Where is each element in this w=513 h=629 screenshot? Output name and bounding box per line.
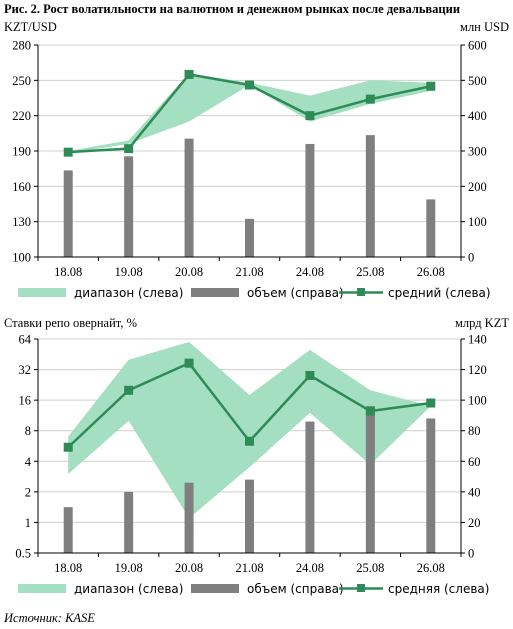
left-tick-label: 4: [25, 455, 32, 469]
left-tick-label: 100: [12, 251, 31, 265]
average-marker: [184, 69, 194, 79]
right-tick-label: 400: [468, 109, 487, 123]
x-tick-label: 19.08: [115, 265, 143, 279]
left-tick-label: 8: [25, 424, 31, 438]
left-tick-label: 0.5: [15, 547, 31, 561]
x-tick-label: 26.08: [417, 265, 445, 279]
volume-bar: [63, 170, 73, 257]
right-tick-label: 100: [468, 394, 487, 408]
x-tick-label: 25.08: [356, 265, 384, 279]
right-tick-label: 140: [468, 333, 487, 347]
average-marker: [305, 370, 315, 380]
left-tick-label: 32: [19, 363, 32, 377]
left-tick-label: 16: [19, 394, 32, 408]
x-tick-label: 19.08: [115, 561, 143, 575]
average-marker: [63, 442, 73, 452]
right-tick-label: 300: [468, 145, 487, 159]
x-tick-label: 20.08: [175, 265, 203, 279]
right-tick-label: 20: [468, 516, 481, 530]
x-tick-label: 24.08: [296, 561, 324, 575]
left-tick-label: 1: [25, 516, 31, 530]
legend-label-average: средний (слева): [388, 286, 491, 300]
x-tick-label: 21.08: [235, 265, 263, 279]
right-tick-label: 0: [468, 547, 474, 561]
volume-bar: [184, 138, 194, 257]
x-tick-label: 26.08: [417, 561, 445, 575]
figure-title: Рис. 2. Рост волатильности на валютном и…: [4, 2, 461, 16]
chart-repo-rates: 0.5 1 2 4 8 16 32 64 0 20 40 60 80 100 120 140 18.08 19.0…: [4, 316, 509, 596]
left-axis-label: KZT/USD: [4, 20, 57, 34]
volume-bar: [426, 418, 436, 553]
range-band: [68, 73, 431, 154]
right-tick-label: 100: [468, 215, 487, 229]
range-band: [68, 341, 431, 519]
average-marker: [245, 80, 254, 90]
left-tick-label: 250: [12, 74, 31, 88]
volume-bar: [124, 156, 134, 257]
left-tick-label: 2: [25, 485, 31, 499]
average-marker: [124, 144, 134, 154]
left-tick-label: 130: [12, 215, 31, 229]
average-marker: [63, 147, 73, 157]
legend-label-volume: объем (справа): [247, 286, 344, 300]
x-tick-label: 21.08: [235, 561, 263, 575]
right-tick-label: 60: [468, 455, 481, 469]
right-tick-label: 500: [468, 74, 487, 88]
x-tick-label: 18.08: [54, 265, 82, 279]
left-tick-label: 64: [19, 333, 32, 347]
average-marker: [426, 398, 436, 408]
volume-bar: [245, 218, 254, 257]
right-axis-label: млн USD: [460, 20, 509, 34]
volume-bar: [63, 507, 73, 553]
left-tick-label: 190: [12, 145, 31, 159]
left-tick-label: 160: [12, 180, 31, 194]
right-tick-label: 0: [468, 251, 474, 265]
source-note: Источник: KASE: [4, 611, 95, 625]
right-axis-label: млрд KZT: [455, 316, 509, 330]
x-tick-label: 18.08: [54, 561, 82, 575]
legend-swatch-volume: [191, 584, 239, 593]
legend-swatch-range: [18, 584, 66, 593]
right-tick-label: 600: [468, 39, 487, 53]
x-tick-label: 24.08: [296, 265, 324, 279]
right-tick-label: 200: [468, 180, 487, 194]
right-tick-label: 40: [468, 485, 481, 499]
volume-bar: [426, 199, 436, 257]
average-marker: [245, 436, 254, 446]
volume-bar: [305, 421, 315, 553]
legend-swatch-range: [18, 288, 66, 297]
left-tick-label: 280: [12, 39, 31, 53]
legend-label-volume: объем (справа): [247, 582, 344, 596]
legend-label-range: диапазон (слева): [74, 286, 183, 300]
x-tick-label: 25.08: [356, 561, 384, 575]
volume-bar: [305, 143, 315, 257]
right-tick-label: 80: [468, 424, 481, 438]
average-marker: [365, 94, 375, 104]
chart-exchange-rate: 100 130 160 190 220 250 280 0 100 200 300 400 500 600…: [4, 20, 509, 300]
legend-marker-average: [357, 584, 365, 592]
volume-bar: [184, 482, 194, 553]
right-tick-label: 120: [468, 363, 487, 377]
average-marker: [365, 406, 375, 416]
legend-swatch-volume: [191, 288, 239, 297]
left-tick-label: 220: [12, 109, 31, 123]
average-marker: [426, 81, 436, 91]
legend-label-average: средняя (слева): [388, 582, 489, 596]
volume-bar: [365, 135, 375, 257]
left-axis-label: Ставки репо овернайт, %: [4, 316, 137, 330]
volume-bar: [124, 491, 134, 553]
legend-label-range: диапазон (слева): [74, 582, 183, 596]
average-marker: [184, 358, 194, 368]
legend-marker-average: [357, 288, 365, 296]
x-tick-label: 20.08: [175, 561, 203, 575]
volume-bar: [245, 479, 254, 553]
average-marker: [124, 385, 134, 395]
average-marker: [305, 111, 315, 121]
volume-bar: [365, 406, 375, 553]
